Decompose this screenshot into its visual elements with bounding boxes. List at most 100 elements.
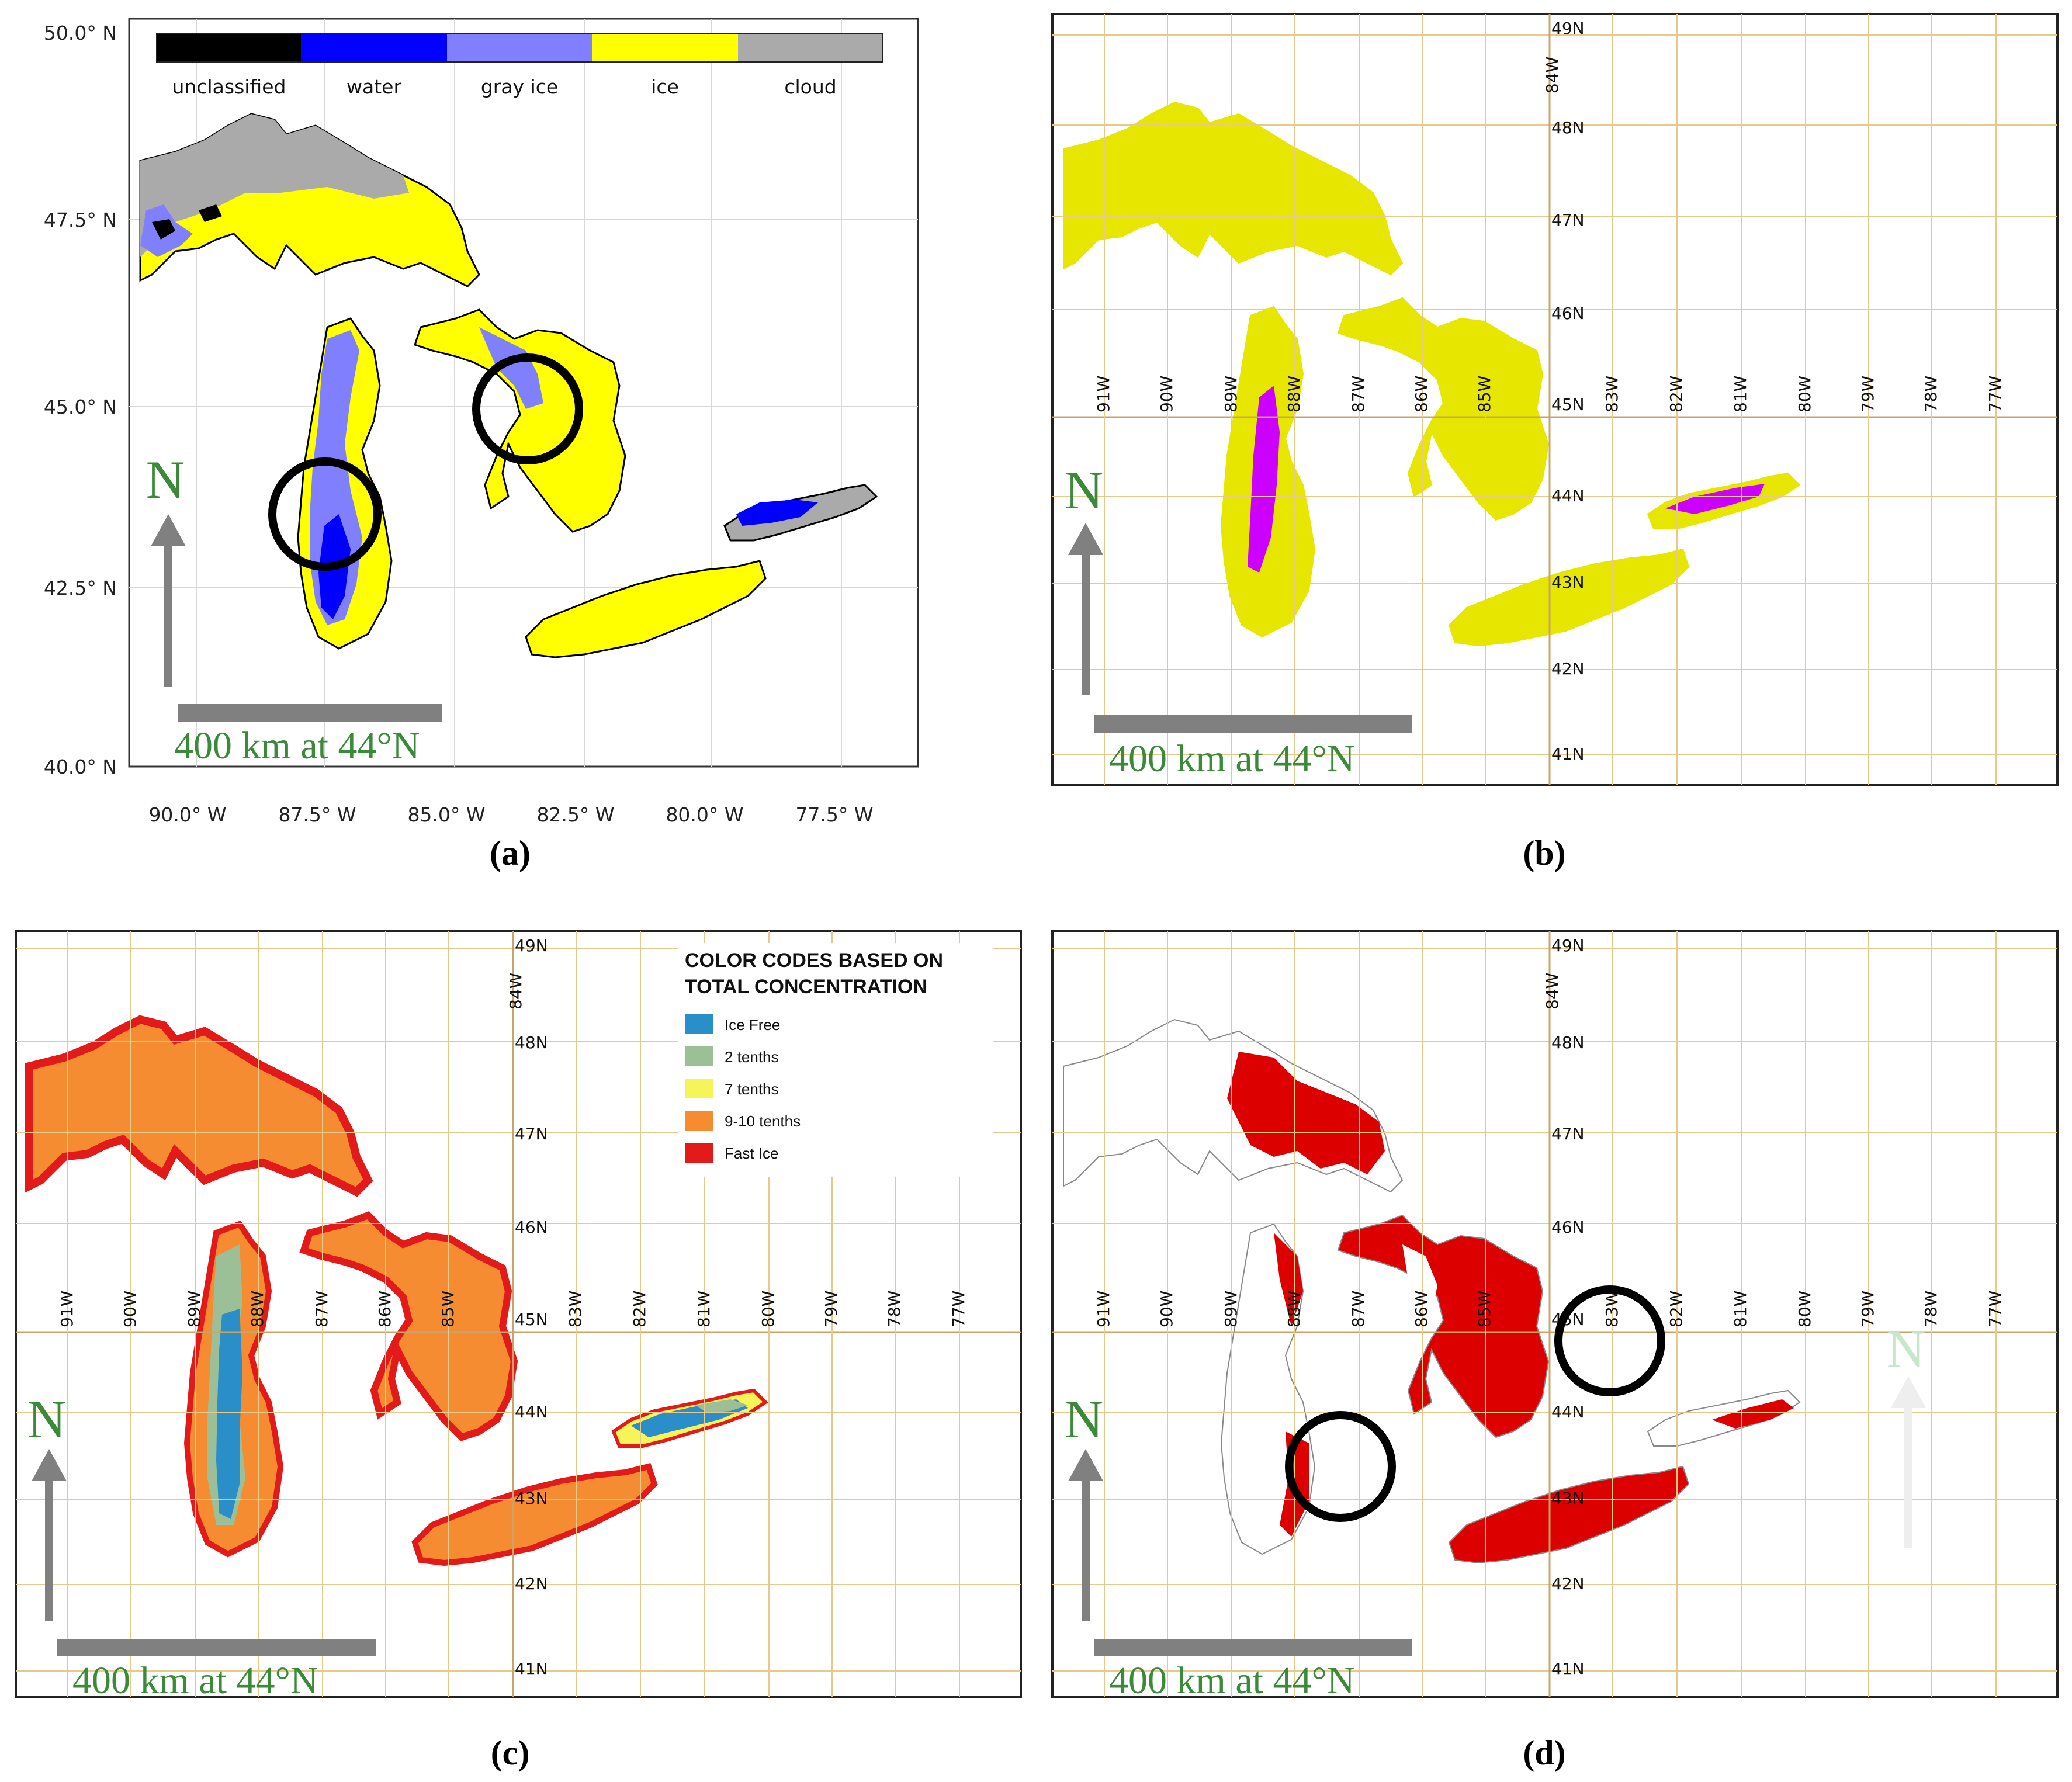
legend-swatch-9-10-tenths <box>685 1111 713 1131</box>
lat-label: 43N <box>1551 573 1585 592</box>
lat-label: 41N <box>1551 744 1585 764</box>
lat-label: 46N <box>1551 1218 1585 1237</box>
caption-c: (c) <box>491 1734 530 1772</box>
lon-tick: 77.5° W <box>795 803 873 826</box>
scale-bar <box>178 704 442 722</box>
panel-b-lon-labels: 91W 90W 89W 88W 87W 86W 85W 83W 82W 81W … <box>1094 376 2005 412</box>
lat-label: 41N <box>1551 1659 1585 1679</box>
legend-label: unclassified <box>172 75 286 98</box>
legend-swatch-2-tenths <box>685 1046 713 1066</box>
gray-ice-huron <box>479 327 543 409</box>
lon-tick: 82.5° W <box>536 803 614 826</box>
lat-label: 49N <box>515 936 548 955</box>
highlight-circle <box>268 457 382 571</box>
lon-label: 81W <box>694 1291 713 1327</box>
legend-label: 2 tenths <box>725 1048 779 1066</box>
ice-ontario <box>1712 1399 1794 1429</box>
legend-label: Ice Free <box>725 1016 780 1034</box>
panel-c-lon-labels: 91W 90W 89W 88W 87W 86W 85W 83W 82W 81W … <box>57 1291 968 1327</box>
legend-background <box>678 943 993 1177</box>
scale-label: 400 km at 44°N <box>1109 1659 1355 1702</box>
lat-label: 49N <box>1551 19 1585 38</box>
lon-label: 90W <box>120 1291 140 1327</box>
panel-b: 49N 48N 47N 46N 45N 44N 43N 42N 41N 84W … <box>1051 13 2059 872</box>
water-ontario <box>736 500 818 526</box>
lon-label: 88W <box>1284 376 1304 412</box>
cloud-area <box>140 114 409 257</box>
lon-label: 78W <box>885 1291 904 1327</box>
lon-label: 83W <box>1602 1291 1621 1327</box>
ice-superior <box>1227 1052 1385 1174</box>
lat-label: 49N <box>1551 936 1585 955</box>
lat-label: 42N <box>1551 1574 1585 1593</box>
lon-label: 77W <box>1986 1291 2005 1327</box>
lat-label: 44N <box>1551 486 1585 505</box>
scale-label: 400 km at 44°N <box>174 724 420 767</box>
lon-label: 85W <box>1475 1291 1494 1327</box>
lon-tick: 80.0° W <box>666 803 743 826</box>
panel-a-lon-ticks: 90.0° W 87.5° W 85.0° W 82.5° W 80.0° W … <box>148 803 873 826</box>
legend-title: TOTAL CONCENTRATION <box>685 976 927 998</box>
legend-swatch-ice-free <box>685 1014 713 1034</box>
ice-michigan <box>1274 1233 1309 1537</box>
legend-swatch-water <box>301 34 447 62</box>
lon-label: 80W <box>1795 376 1814 412</box>
lat-label: 43N <box>1551 1489 1585 1508</box>
caption-d: (d) <box>1523 1734 1565 1772</box>
panel-a-legend: unclassified water gray ice ice cloud <box>156 33 883 98</box>
lon-label: 83W <box>566 1291 585 1327</box>
lat-tick: 47.5° N <box>44 209 117 231</box>
lon-label: 91W <box>1094 376 1113 412</box>
panel-d-grid <box>1052 931 2057 1697</box>
lat-label: 44N <box>1551 1402 1585 1422</box>
lon-label: 82W <box>1666 376 1686 412</box>
lat-tick: 42.5° N <box>44 577 117 599</box>
open-water-michigan <box>1248 386 1280 573</box>
lon-label: 79W <box>1858 376 1877 412</box>
highlight-circle <box>472 353 583 464</box>
lon-tick: 90.0° W <box>148 803 226 826</box>
lon-label: 78W <box>1921 1291 1941 1327</box>
panel-c-legend: COLOR CODES BASED ON TOTAL CONCENTRATION… <box>678 943 993 1177</box>
lon-label: 78W <box>1921 376 1941 412</box>
ice-free-michigan <box>216 1309 242 1519</box>
lon-label: 90W <box>1157 1291 1176 1327</box>
open-water-huron <box>1402 1244 1437 1315</box>
legend-label: Fast Ice <box>725 1145 778 1162</box>
lon-label: 81W <box>1731 1291 1750 1327</box>
lat-label: 46N <box>515 1218 548 1237</box>
lat-label: 43N <box>515 1489 548 1508</box>
lat-tick: 50.0° N <box>44 22 117 44</box>
lon-label: 86W <box>1412 376 1431 412</box>
lon-label: 86W <box>1412 1291 1431 1327</box>
panel-b-grid <box>1052 14 2057 785</box>
caption-b: (b) <box>1523 834 1565 872</box>
highlight-circle <box>1285 1411 1396 1522</box>
panel-d-lat-labels: 49N 48N 47N 46N 45N 44N 43N 42N 41N <box>1551 936 1585 1679</box>
lon-label: 77W <box>949 1291 968 1327</box>
scale-label: 400 km at 44°N <box>72 1659 318 1702</box>
lon-label: 79W <box>1858 1291 1877 1327</box>
north-arrowhead-icon <box>1068 1449 1103 1481</box>
lon-label-84: 84W <box>506 973 525 1010</box>
lat-label: 46N <box>1551 304 1585 323</box>
lat-label: 47N <box>1551 1124 1585 1143</box>
panel-b-lakes <box>1063 102 1800 646</box>
legend-swatch-gray-ice <box>447 34 592 62</box>
legend-label: 7 tenths <box>725 1080 779 1098</box>
lon-label: 77W <box>1986 376 2005 412</box>
legend-swatch-7-tenths <box>685 1079 713 1098</box>
open-water-ontario <box>1665 484 1765 514</box>
lon-label: 83W <box>1602 376 1621 412</box>
lat-label: 42N <box>515 1574 548 1593</box>
lon-label: 82W <box>630 1291 649 1327</box>
lat-tick: 45.0° N <box>44 396 117 418</box>
lon-label: 87W <box>1349 1291 1368 1327</box>
panel-d: 49N 48N 47N 46N 45N 44N 43N 42N 41N 84W … <box>1051 930 2059 1772</box>
lon-label: 79W <box>822 1291 841 1327</box>
lat-tick: 40.0° N <box>44 755 117 778</box>
legend-label: gray ice <box>481 75 558 98</box>
legend-label: ice <box>651 75 679 98</box>
lat-label: 42N <box>1551 659 1585 678</box>
